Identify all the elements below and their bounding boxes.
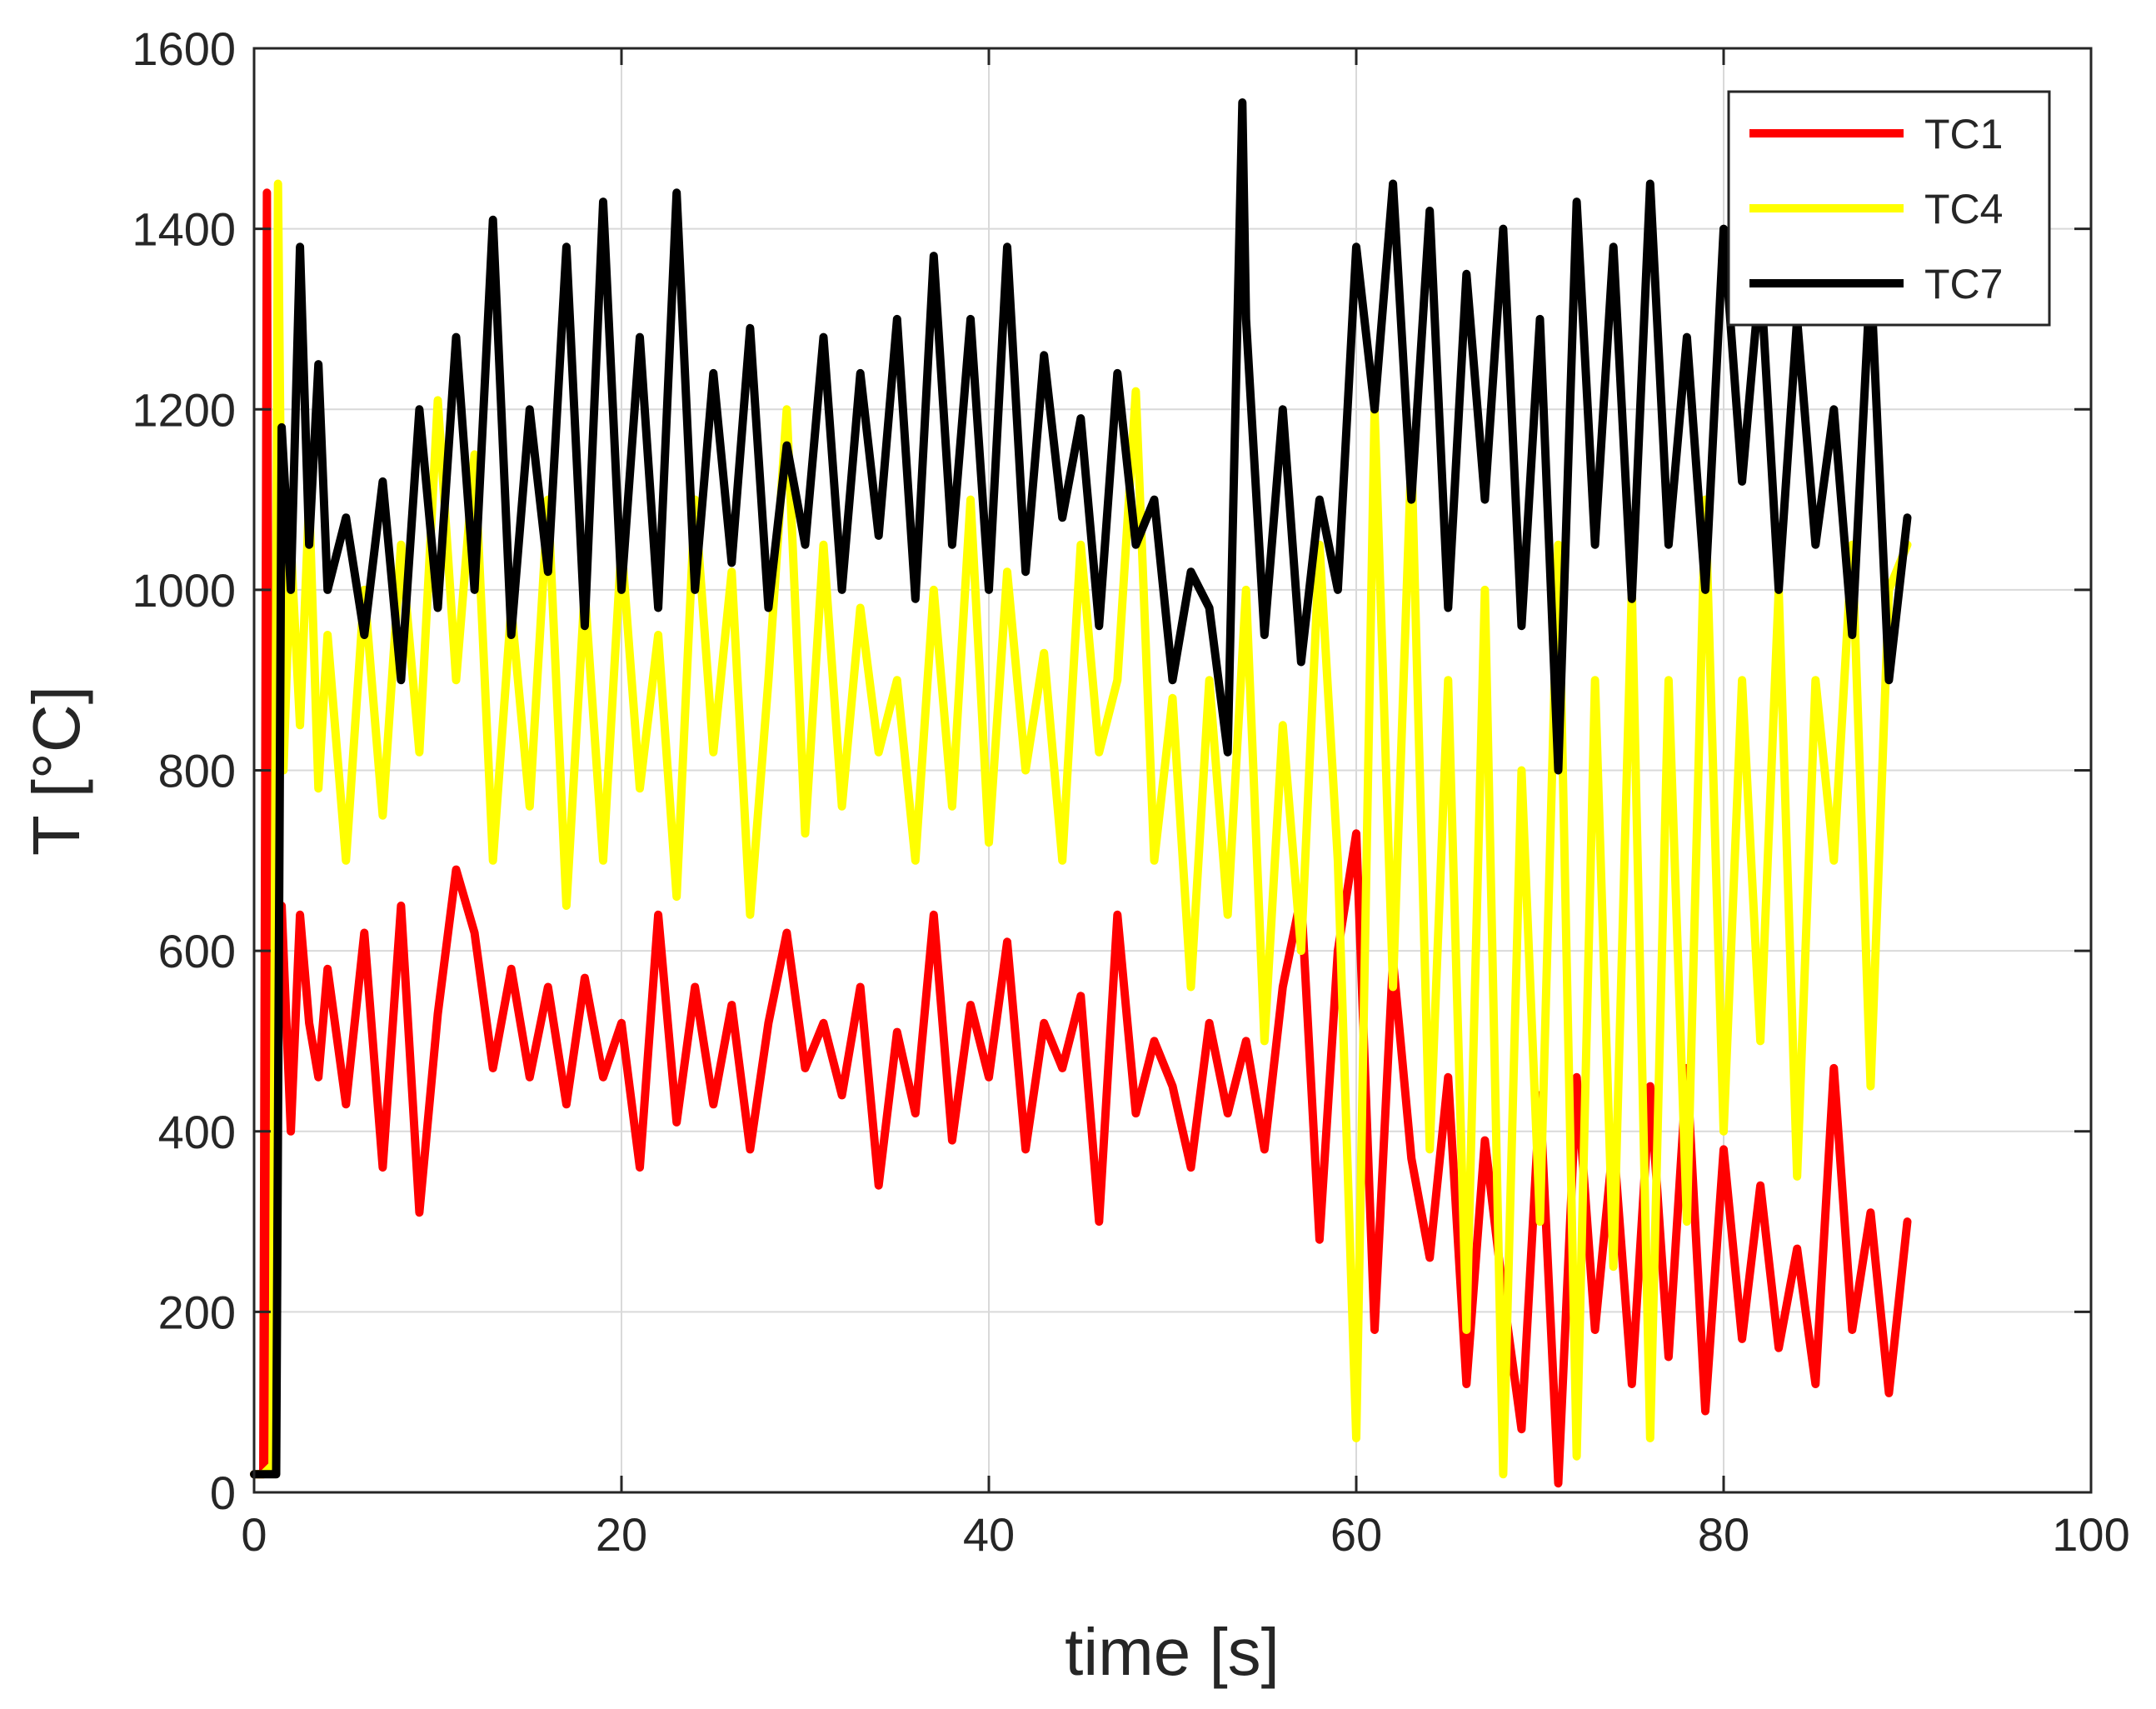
x-tick-label: 0 bbox=[241, 1508, 267, 1561]
legend: TC1 TC4 TC7 bbox=[1727, 90, 2051, 327]
y-tick-label: 0 bbox=[210, 1467, 236, 1519]
legend-label-tc4: TC4 bbox=[1924, 186, 2003, 232]
y-tick-label: 600 bbox=[158, 925, 236, 977]
x-tick-label: 40 bbox=[963, 1508, 1015, 1561]
x-axis-label: time [s] bbox=[1065, 1615, 1280, 1689]
x-tick-label: 60 bbox=[1330, 1508, 1382, 1561]
x-tick-label: 100 bbox=[2052, 1508, 2129, 1561]
tick-labels: 0 20 40 60 80 1000200400600800100012001400160… bbox=[132, 22, 2129, 1561]
series-layer bbox=[250, 98, 1912, 1488]
y-tick-label: 800 bbox=[158, 745, 236, 797]
x-tick-label: 20 bbox=[596, 1508, 647, 1561]
y-tick-label: 1400 bbox=[132, 203, 236, 256]
y-tick-label: 1200 bbox=[132, 383, 236, 436]
y-tick-label: 1000 bbox=[132, 564, 236, 617]
series-line-tc7 bbox=[250, 98, 1912, 1479]
y-tick-label: 400 bbox=[158, 1106, 236, 1158]
legend-label-tc1: TC1 bbox=[1924, 111, 2003, 157]
x-tick-label: 80 bbox=[1698, 1508, 1749, 1561]
series-line-tc4 bbox=[250, 179, 1912, 1479]
legend-label-tc7: TC7 bbox=[1924, 261, 2003, 307]
ticks bbox=[252, 47, 2093, 1494]
y-tick-label: 200 bbox=[158, 1286, 236, 1338]
y-tick-label: 1600 bbox=[132, 22, 236, 75]
y-axis-label: T [°C] bbox=[19, 686, 93, 856]
